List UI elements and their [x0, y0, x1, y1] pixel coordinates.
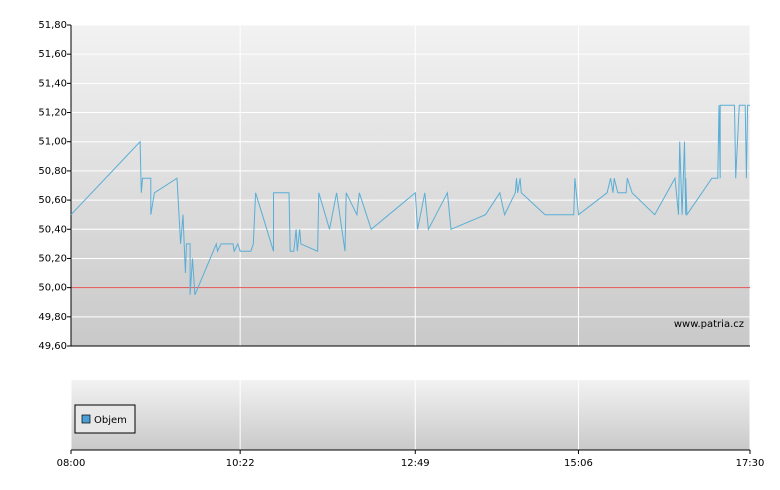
legend-swatch [81, 414, 91, 424]
y-tick-label: 51,00 [38, 137, 67, 148]
y-tick-label: 51,80 [38, 20, 67, 31]
price-panel [71, 25, 750, 346]
y-tick-label: 51,40 [38, 78, 67, 89]
y-tick-label: 50,60 [38, 195, 67, 206]
y-tick-label: 50,00 [38, 283, 67, 294]
x-tick-label: 12:49 [401, 458, 430, 469]
y-tick-label: 49,60 [38, 341, 67, 352]
x-tick-label: 17:30 [736, 458, 765, 469]
x-tick-label: 08:00 [57, 458, 86, 469]
y-tick-label: 49,80 [38, 312, 67, 323]
volume-panel [71, 380, 750, 450]
y-tick-label: 51,20 [38, 108, 67, 119]
price-line [70, 104, 750, 296]
y-tick-label: 50,20 [38, 253, 67, 264]
y-tick-label: 50,80 [38, 166, 67, 177]
legend-label: Objem [94, 415, 127, 426]
y-tick-label: 50,40 [38, 224, 67, 235]
x-tick-label: 15:06 [564, 458, 593, 469]
x-tick-label: 10:22 [226, 458, 255, 469]
y-tick-label: 51,60 [38, 49, 67, 60]
watermark: www.patria.cz [674, 319, 744, 330]
